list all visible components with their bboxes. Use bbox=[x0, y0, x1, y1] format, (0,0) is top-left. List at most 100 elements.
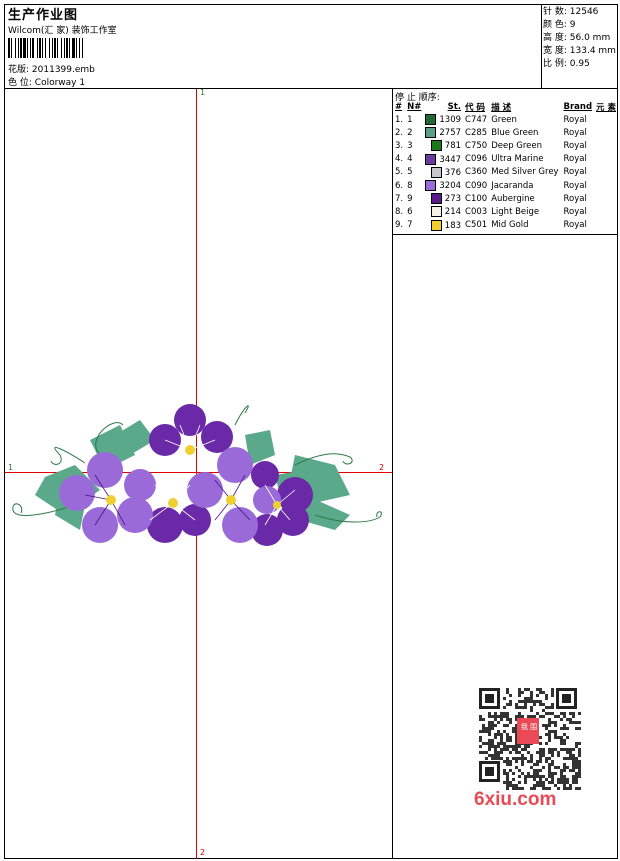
colorway-line: 色 位: Colorway 1 bbox=[8, 75, 85, 88]
spec-scale: 比 例: 0.95 bbox=[543, 59, 590, 69]
design-file-name: 2011399.emb bbox=[31, 65, 95, 75]
spec-colors: 颜 色: 9 bbox=[543, 20, 576, 30]
col-brand: Brand bbox=[563, 102, 593, 112]
row-code: C747 bbox=[465, 114, 488, 125]
table-row: 5. 5 376 C360 Med Silver Grey Royal bbox=[393, 166, 618, 179]
flower-veins bbox=[149, 424, 296, 526]
row-index: 3. bbox=[395, 140, 404, 151]
color-swatch bbox=[425, 153, 437, 165]
spec-stitches: 针 数: 12546 bbox=[543, 7, 599, 17]
row-index: 6. bbox=[395, 180, 404, 191]
spec-divider bbox=[541, 4, 542, 88]
row-needle: 6 bbox=[407, 206, 413, 217]
table-row: 6. 8 3204 C090 Jacaranda Royal bbox=[393, 179, 618, 192]
col-index: # bbox=[395, 102, 403, 112]
stems bbox=[12, 405, 382, 523]
color-swatch bbox=[425, 180, 437, 192]
col-description: 描 述 bbox=[491, 103, 512, 113]
sheet-frame bbox=[4, 4, 618, 859]
row-element bbox=[594, 192, 618, 205]
color-swatch bbox=[430, 140, 442, 152]
watermark-site: 6xiu.com bbox=[474, 789, 557, 810]
spec-width: 宽 度: 133.4 mm bbox=[543, 46, 616, 56]
flower-veins-dark bbox=[84, 474, 251, 526]
table-header-row: # N# St. 代 码 描 述 Brand 元 素 bbox=[393, 101, 618, 113]
embroidery-design bbox=[12, 404, 382, 546]
page-title: 生产作业图 bbox=[8, 8, 79, 23]
row-code: C285 bbox=[465, 127, 488, 138]
design-specs: 针 数: 12546 颜 色: 9 高 度: 56.0 mm 宽 度: 133.… bbox=[543, 6, 616, 71]
row-needle: 5 bbox=[407, 167, 413, 178]
color-swatch bbox=[425, 127, 437, 139]
stop-sequence-title: 停 止 顺序: bbox=[395, 93, 440, 103]
row-brand: Royal bbox=[563, 127, 587, 138]
row-stitches: 376 bbox=[423, 166, 463, 179]
row-element bbox=[594, 126, 618, 139]
row-index: 7. bbox=[395, 193, 404, 204]
vertical-axis-line bbox=[196, 89, 197, 859]
stop-sequence-rows: 1. 1 1309 C747 Green Royal 2. 2 2757 C285 Blue Gre… bbox=[393, 113, 618, 232]
color-swatch bbox=[430, 193, 442, 205]
row-stitches: 3204 bbox=[423, 179, 463, 192]
row-description: Aubergine bbox=[491, 193, 535, 204]
color-swatch bbox=[430, 206, 442, 218]
table-row: 1. 1 1309 C747 Green Royal bbox=[393, 113, 618, 126]
color-swatch bbox=[430, 166, 442, 178]
stop-sequence-table: # N# St. 代 码 描 述 Brand 元 素 1. 1 1309 C747 Gr… bbox=[393, 101, 618, 232]
row-description: Jacaranda bbox=[491, 180, 534, 191]
row-element bbox=[594, 179, 618, 192]
row-brand: Royal bbox=[563, 114, 587, 125]
row-brand: Royal bbox=[563, 167, 587, 178]
row-code: C750 bbox=[465, 140, 488, 151]
horizontal-axis-line bbox=[5, 472, 392, 473]
col-needle: N# bbox=[407, 102, 422, 112]
row-description: Mid Gold bbox=[491, 220, 529, 231]
row-description: Ultra Marine bbox=[491, 154, 544, 165]
axis-label-bottom: 2 bbox=[200, 848, 206, 857]
row-stitches: 1309 bbox=[423, 113, 463, 126]
row-needle: 2 bbox=[407, 127, 413, 138]
row-needle: 3 bbox=[407, 140, 413, 151]
row-index: 9. bbox=[395, 220, 404, 231]
row-index: 4. bbox=[395, 154, 404, 165]
row-needle: 7 bbox=[407, 220, 413, 231]
row-brand: Royal bbox=[563, 154, 587, 165]
col-code: 代 码 bbox=[465, 103, 485, 113]
spec-height: 高 度: 56.0 mm bbox=[543, 33, 611, 43]
row-needle: 8 bbox=[407, 180, 413, 191]
row-stitches: 214 bbox=[423, 205, 463, 218]
row-brand: Royal bbox=[563, 193, 587, 204]
table-row: 8. 6 214 C003 Light Beige Royal bbox=[393, 205, 618, 218]
table-row: 3. 3 781 C750 Deep Green Royal bbox=[393, 139, 618, 152]
row-element bbox=[594, 205, 618, 218]
stop-sequence-table-wrap: # N# St. 代 码 描 述 Brand 元 素 1. 1 1309 C747 Gr… bbox=[393, 101, 618, 232]
row-stitches: 2757 bbox=[423, 126, 463, 139]
design-file-line: 花版: 2011399.emb bbox=[8, 62, 95, 75]
row-code: C003 bbox=[465, 206, 488, 217]
row-description: Light Beige bbox=[491, 206, 540, 217]
row-brand: Royal bbox=[563, 206, 587, 217]
row-element bbox=[594, 139, 618, 152]
qr-code-block bbox=[471, 680, 585, 810]
row-description: Blue Green bbox=[491, 127, 539, 138]
row-index: 8. bbox=[395, 206, 404, 217]
axis-label-left: 1 bbox=[8, 463, 14, 472]
row-description: Med Silver Grey bbox=[491, 167, 559, 178]
row-element bbox=[594, 166, 618, 179]
row-index: 5. bbox=[395, 167, 404, 178]
row-brand: Royal bbox=[563, 220, 587, 231]
row-description: Deep Green bbox=[491, 140, 543, 151]
row-element bbox=[594, 219, 618, 232]
flower-centers bbox=[106, 445, 281, 509]
canvas-divider bbox=[392, 88, 393, 859]
header-divider bbox=[4, 88, 618, 89]
colorway-value: Colorway 1 bbox=[34, 78, 86, 88]
design-label: 花版: bbox=[8, 65, 30, 75]
row-element bbox=[594, 113, 618, 126]
qr-badge-text: 我 围 bbox=[520, 723, 538, 731]
row-stitches: 183 bbox=[423, 219, 463, 232]
barcode bbox=[8, 38, 140, 58]
axis-label-right: 2 bbox=[379, 463, 385, 472]
table-row: 7. 9 273 C100 Aubergine Royal bbox=[393, 192, 618, 205]
row-element bbox=[594, 153, 618, 166]
